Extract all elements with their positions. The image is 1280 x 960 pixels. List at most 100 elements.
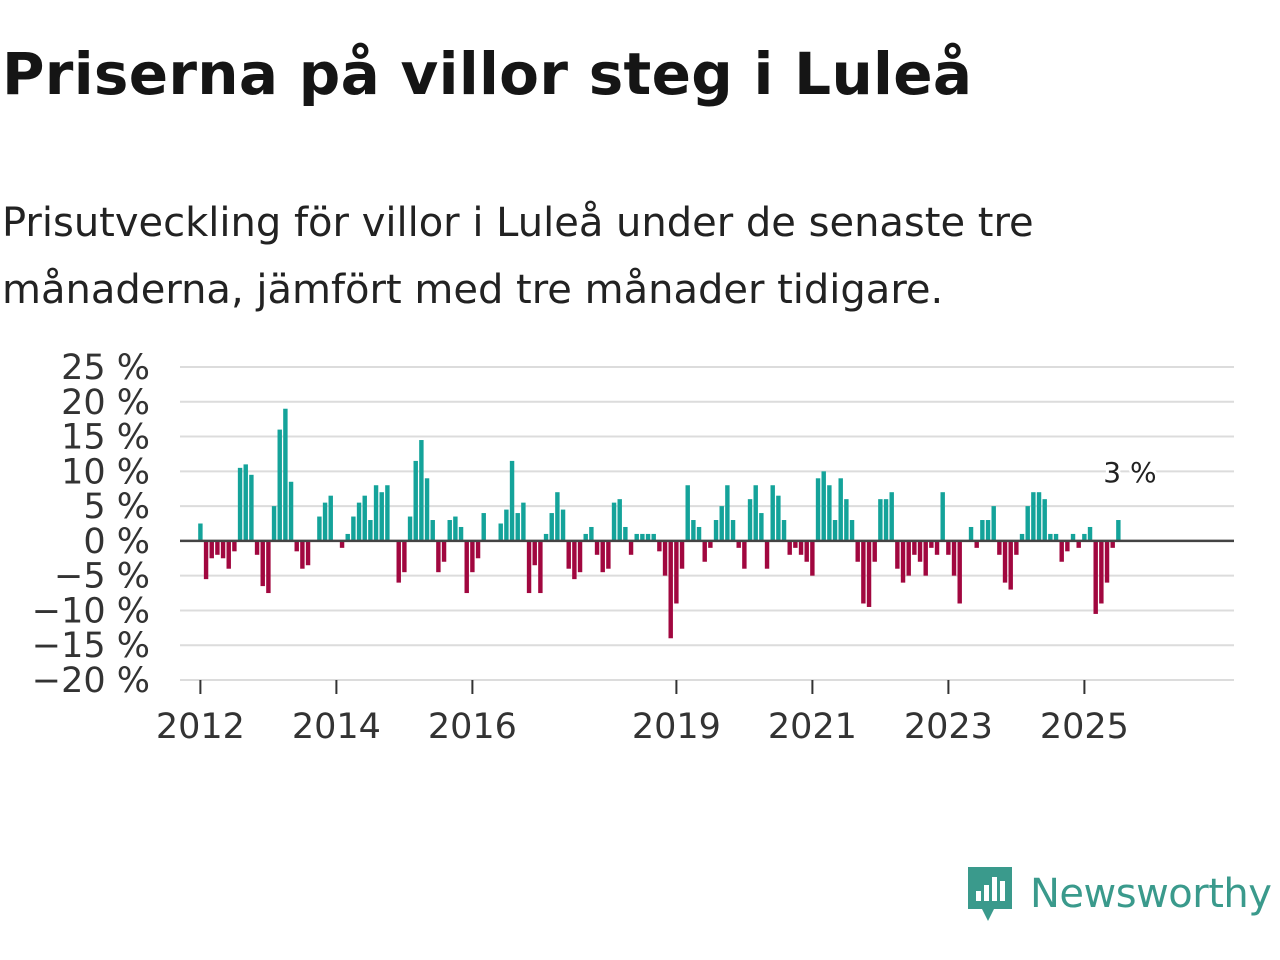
- bar: [1116, 520, 1121, 541]
- bar: [900, 540, 906, 583]
- bar: [521, 502, 526, 541]
- bar: [509, 460, 515, 541]
- bar: [657, 540, 662, 552]
- bar: [413, 460, 418, 541]
- bar: [283, 408, 288, 541]
- bar: [215, 540, 220, 555]
- bar: [617, 499, 622, 541]
- bar: [555, 492, 560, 541]
- y-tick-label: 0 %: [83, 522, 150, 562]
- bar: [1099, 540, 1104, 604]
- bar: [288, 481, 294, 541]
- bar: [577, 540, 583, 573]
- bar: [447, 520, 452, 541]
- bar: [861, 540, 866, 604]
- bar: [560, 509, 566, 541]
- bar: [730, 520, 736, 541]
- newsworthy-logo-icon: [968, 867, 1012, 921]
- bar: [878, 499, 883, 541]
- bar: [628, 540, 634, 555]
- bar: [668, 540, 673, 639]
- bar: [793, 540, 798, 548]
- x-tick-label: 2025: [1040, 707, 1129, 747]
- bar: [294, 540, 299, 552]
- bar: [606, 540, 611, 569]
- bar: [475, 540, 481, 559]
- bar: [957, 540, 962, 604]
- bar: [844, 499, 849, 541]
- bar: [538, 540, 543, 594]
- y-tick-label: −20 %: [32, 661, 150, 701]
- bar: [810, 540, 815, 576]
- bar: [713, 520, 719, 541]
- bar: [685, 485, 690, 541]
- y-tick-label: −10 %: [32, 591, 150, 631]
- bar: [1031, 492, 1036, 541]
- bar: [1014, 540, 1019, 555]
- bar: [198, 523, 203, 541]
- bar: [759, 513, 764, 541]
- bar: [1093, 540, 1098, 614]
- bar: [1076, 540, 1081, 548]
- bar: [781, 520, 787, 541]
- bar: [464, 540, 469, 594]
- bar: [946, 540, 951, 555]
- bar: [453, 516, 458, 541]
- bar: [912, 540, 917, 555]
- bar: [1048, 533, 1053, 541]
- bar: [385, 485, 390, 541]
- bar: [470, 540, 475, 573]
- x-tick-label: 2019: [632, 707, 721, 747]
- chart-title: Priserna på villor steg i Luleå: [2, 40, 973, 108]
- bar: [322, 502, 328, 541]
- bar: [458, 526, 464, 541]
- bar: [379, 492, 384, 541]
- y-tick-label: −15 %: [32, 626, 150, 666]
- bar: [436, 540, 441, 573]
- bar: [266, 540, 271, 594]
- bar: [1036, 492, 1042, 541]
- y-tick-label: 10 %: [61, 452, 150, 492]
- bar: [362, 495, 367, 541]
- bar: [923, 540, 928, 576]
- bar: [776, 495, 781, 541]
- bar: [1019, 533, 1025, 541]
- bar: [396, 540, 401, 583]
- x-tick-label: 2012: [156, 707, 245, 747]
- bar: [883, 499, 889, 541]
- x-tick-label: 2021: [768, 707, 857, 747]
- bar: [237, 467, 243, 541]
- bar: [339, 540, 345, 548]
- bar: [940, 492, 945, 541]
- bar: [1053, 533, 1059, 541]
- bar: [764, 540, 770, 569]
- bar: [895, 540, 900, 569]
- bar: [889, 492, 894, 541]
- bar: [917, 540, 923, 562]
- bar: [640, 533, 645, 541]
- bar: [827, 485, 832, 541]
- bar: [368, 520, 373, 541]
- bar: [679, 540, 685, 569]
- bar: [1110, 540, 1115, 548]
- bar: [1059, 540, 1064, 562]
- y-tick-label: 25 %: [61, 348, 150, 388]
- bar: [543, 533, 549, 541]
- y-tick-label: 5 %: [83, 487, 150, 527]
- bar: [317, 516, 322, 541]
- bar: [753, 485, 758, 541]
- bar: [594, 540, 600, 555]
- bar: [934, 540, 940, 555]
- bar: [651, 533, 656, 541]
- bar: [407, 516, 413, 541]
- bar: [572, 540, 577, 580]
- bar: [532, 540, 537, 566]
- bar: [872, 540, 877, 562]
- bar: [985, 520, 991, 541]
- bar: [1008, 540, 1013, 590]
- bar: [1087, 526, 1093, 541]
- bar: [441, 540, 447, 562]
- bar: [968, 526, 974, 541]
- bar: [742, 540, 747, 569]
- bar: [356, 502, 362, 541]
